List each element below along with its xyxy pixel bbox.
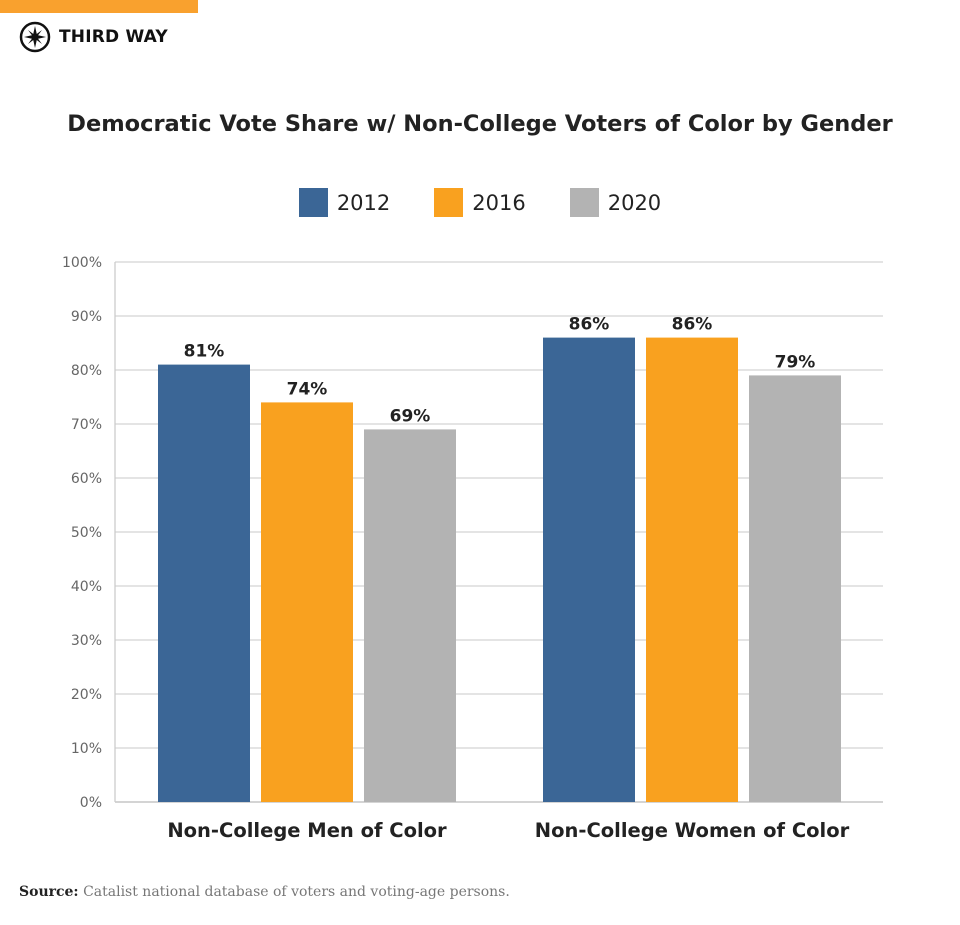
source-text: Catalist national database of voters and… (83, 884, 510, 900)
category-label: Non-College Women of Color (535, 819, 850, 842)
data-label: 86% (672, 315, 713, 335)
source-label: Source: (19, 884, 79, 900)
y-tick-label: 30% (71, 633, 102, 649)
chart-title: Democratic Vote Share w/ Non-College Vot… (67, 111, 893, 137)
source-note: Source: Catalist national database of vo… (19, 884, 510, 900)
compass-icon (19, 21, 51, 53)
y-tick-label: 80% (71, 363, 102, 379)
y-tick-label: 50% (71, 525, 102, 541)
category-label: Non-College Men of Color (167, 819, 447, 842)
y-tick-label: 20% (71, 687, 102, 703)
legend: 2012 2016 2020 (0, 188, 960, 217)
y-tick-label: 40% (71, 579, 102, 595)
y-tick-label: 0% (80, 795, 102, 811)
legend-label: 2012 (336, 190, 391, 215)
y-tick-label: 70% (71, 417, 102, 433)
y-tick-label: 60% (71, 471, 102, 487)
bar-2016-1 (646, 337, 738, 802)
bar-2012-1 (543, 337, 635, 802)
legend-item-2020: 2020 (569, 188, 662, 217)
legend-item-2012: 2012 (298, 188, 391, 217)
bar-2020-1 (749, 375, 841, 802)
legend-label: 2016 (472, 190, 526, 215)
data-label: 74% (287, 379, 328, 399)
legend-swatch (434, 188, 464, 217)
legend-label: 2020 (607, 190, 662, 215)
y-tick-label: 100% (62, 255, 102, 271)
legend-swatch (298, 188, 328, 217)
brand-name: THIRD WAY (59, 27, 168, 47)
legend-swatch (569, 188, 599, 217)
logo: THIRD WAY (19, 21, 168, 53)
bar-2016-0 (261, 402, 353, 802)
bar-2012-0 (158, 364, 250, 802)
y-tick-label: 90% (71, 309, 102, 325)
data-label: 79% (775, 352, 816, 372)
y-tick-label: 10% (71, 741, 102, 757)
data-label: 81% (184, 342, 225, 362)
bar-2020-0 (364, 429, 456, 802)
data-label: 86% (569, 315, 610, 335)
accent-bar (0, 0, 198, 13)
legend-item-2016: 2016 (434, 188, 526, 217)
data-label: 69% (390, 406, 431, 426)
